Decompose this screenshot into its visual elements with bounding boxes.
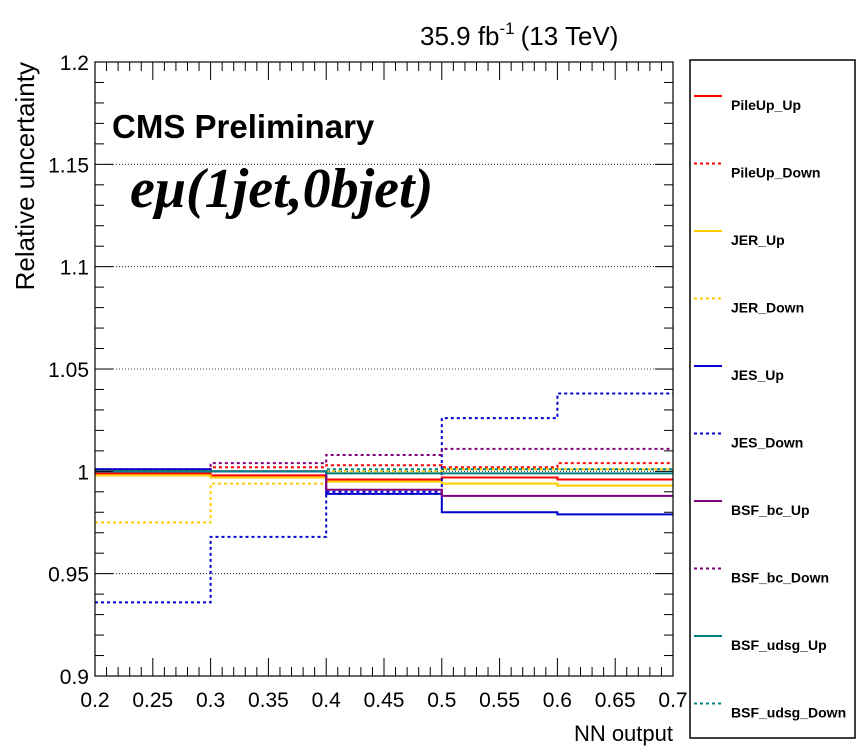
series-pileup-up [95,472,673,481]
legend-label-pileup-down: PileUp_Down [731,165,820,181]
legend-label-bsf-bc-up: BSF_bc_Up [731,502,810,518]
x-tick-label-5: 0.45 [364,689,405,712]
y-axis-title: Relative uncertainty [10,62,40,290]
x-tick-label-0: 0.2 [80,689,109,712]
x-tick-label-9: 0.65 [595,689,636,712]
y-tick-label-6: 1.2 [60,52,89,75]
legend-label-jes-down: JES_Down [731,435,803,451]
grid [95,163,673,575]
x-tick-labels: 0.2 0.25 0.3 0.35 0.4 0.45 0.5 0.55 0.6 0.65 0.7 [80,689,687,712]
series-pileup-down [95,462,673,471]
legend-label-bsf-udsg-down: BSF_udsg_Down [731,705,846,721]
x-tick-label-2: 0.3 [196,689,225,712]
series-bsf-bc-down [95,447,673,473]
y-tick-label-4: 1.1 [60,257,89,280]
energy-label: (13 TeV) [521,21,619,51]
series-jer-up [95,474,673,487]
series-jes-down [95,392,673,604]
experiment-label: CMS Preliminary [112,108,375,145]
y-tick-labels: 0.9 0.95 1 1.05 1.1 1.15 1.2 [48,52,89,689]
series-layer [95,392,673,604]
y-tick-label-2: 1 [77,461,89,484]
y-tick-label-5: 1.15 [48,154,89,177]
x-tick-label-1: 0.25 [132,689,173,712]
axis-ticks [94,61,674,677]
legend-label-bsf-udsg-up: BSF_udsg_Up [731,637,827,653]
legend-label-bsf-bc-down: BSF_bc_Down [731,570,829,586]
legend-label-jes-up: JES_Up [731,367,784,383]
legend-label-jer-down: JER_Down [731,300,804,316]
lumi-exponent: -1 [500,19,515,38]
x-axis-title: NN output [574,721,673,746]
luminosity-label: 35.9 fb-1 (13 TeV) [420,19,618,51]
x-tick-label-4: 0.4 [312,689,342,712]
legend-box [689,59,856,739]
legend: PileUp_Up PileUp_Down JER_Up JER_Down JES_Up… [694,95,846,721]
y-tick-label-0: 0.9 [60,666,89,689]
legend-label-jer-up: JER_Up [731,232,785,248]
channel-label: eμ(1jet,0bjet) [130,158,433,220]
x-tick-label-6: 0.5 [427,689,456,712]
legend-label-pileup-up: PileUp_Up [731,97,801,113]
y-tick-label-1: 0.95 [48,564,89,587]
lumi-value: 35.9 fb [420,21,500,51]
x-tick-label-7: 0.55 [479,689,520,712]
x-tick-label-10: 0.7 [658,689,687,712]
series-bsf-udsg-down [95,468,673,473]
x-tick-label-3: 0.35 [248,689,289,712]
x-tick-label-8: 0.6 [543,689,572,712]
y-tick-label-3: 1.05 [48,359,89,382]
